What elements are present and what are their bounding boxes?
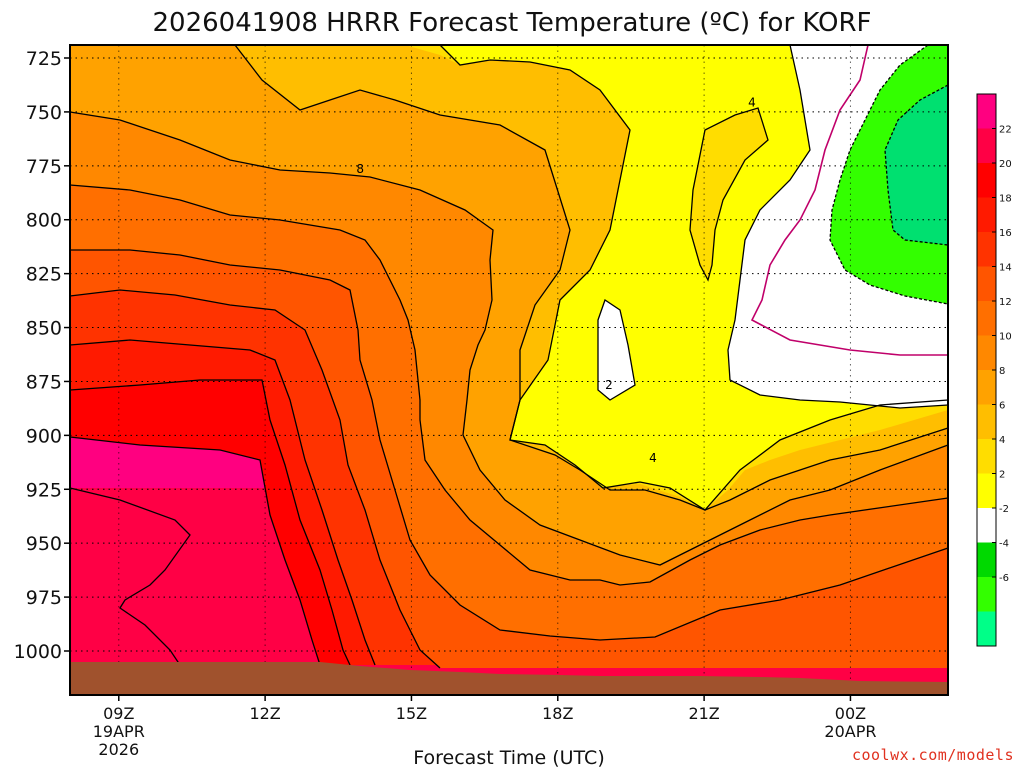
colorbar-swatch bbox=[977, 508, 996, 543]
x-tick-label: 12Z bbox=[249, 704, 280, 723]
colorbar-swatch bbox=[977, 370, 996, 405]
gridlines bbox=[70, 45, 948, 695]
x-tick-label: 19APR bbox=[93, 722, 145, 741]
x-tick-label: 00Z bbox=[835, 704, 866, 723]
plot-area: 8 4 2 4 bbox=[69, 44, 949, 696]
colorbar-swatch bbox=[977, 266, 996, 302]
contour-line-16 bbox=[69, 339, 376, 666]
y-tick-label: 825 bbox=[26, 264, 62, 286]
contour-line-2 bbox=[727, 44, 949, 409]
contour-label: 4 bbox=[649, 451, 657, 465]
y-tick-label: 875 bbox=[26, 371, 62, 393]
colorbar-swatch bbox=[977, 301, 996, 336]
contour-line-20 bbox=[69, 436, 321, 666]
y-tick-label: 750 bbox=[26, 102, 62, 124]
colorbar-label: -2 bbox=[999, 504, 1009, 515]
colorbar-swatch bbox=[977, 611, 996, 647]
x-axis-label: Forecast Time (UTC) bbox=[413, 747, 604, 768]
y-tick-label: 775 bbox=[26, 156, 62, 178]
colorbar-label: 20 bbox=[999, 159, 1012, 170]
contour-label: 8 bbox=[356, 162, 364, 176]
terrain-below-ground bbox=[70, 662, 948, 695]
colorbar-swatch bbox=[977, 335, 996, 371]
contour-line-minus-2 bbox=[829, 44, 949, 305]
site-credit: coolwx.com/models bbox=[851, 746, 1014, 764]
x-tick-label: 09Z bbox=[103, 704, 134, 723]
band-fill-cold-pocket-2 bbox=[598, 300, 635, 400]
x-tick-label: 18Z bbox=[542, 704, 573, 723]
colorbar-label: 8 bbox=[999, 366, 1005, 377]
y-axis: 725 750 775 800 825 850 875 900 925 950 975 1000 bbox=[14, 48, 70, 663]
colorbar-label: 10 bbox=[999, 332, 1012, 343]
contour-lines bbox=[69, 44, 949, 669]
band-fill-warm-pocket-4 bbox=[690, 108, 768, 280]
colorbar-swatch bbox=[977, 577, 996, 612]
y-tick-label: 725 bbox=[26, 48, 62, 70]
y-tick-label: 975 bbox=[26, 587, 62, 609]
colorbar-swatch bbox=[977, 473, 996, 509]
y-tick-label: 925 bbox=[26, 479, 62, 501]
contour-line-0 bbox=[750, 44, 948, 356]
colorbar-swatch bbox=[977, 232, 996, 267]
x-tick-label: 20APR bbox=[824, 722, 876, 741]
colorbar-label: 12 bbox=[999, 297, 1012, 308]
x-tick-label: 2026 bbox=[98, 740, 139, 759]
contour-line-22 bbox=[69, 487, 191, 666]
colorbar-label: 14 bbox=[999, 263, 1012, 274]
colorbar-swatch bbox=[977, 404, 996, 440]
contour-label: 4 bbox=[748, 95, 756, 109]
contour-line-10 bbox=[69, 184, 949, 586]
contour-label: 2 bbox=[605, 378, 613, 392]
x-tick-label: 15Z bbox=[396, 704, 427, 723]
colorbar-swatch bbox=[977, 128, 996, 164]
contour-line-4-pocket bbox=[689, 107, 769, 282]
contour-line-2-pocket bbox=[597, 298, 636, 401]
colorbar-label: 2 bbox=[999, 470, 1005, 481]
colorbar-label: 6 bbox=[999, 401, 1005, 412]
colorbar-swatch bbox=[977, 542, 996, 578]
colorbar-label: 4 bbox=[999, 435, 1005, 446]
colorbar-swatch bbox=[977, 94, 996, 129]
colorbar-swatch bbox=[977, 163, 996, 198]
y-tick-label: 850 bbox=[26, 318, 62, 340]
colorbar-label: -6 bbox=[999, 573, 1009, 584]
contour-labels: 8 4 2 4 bbox=[356, 95, 756, 465]
plot-frame bbox=[69, 44, 949, 696]
colorbar-label: 22 bbox=[999, 125, 1012, 136]
y-tick-label: 900 bbox=[26, 425, 62, 447]
contour-line-minus-4 bbox=[884, 84, 949, 246]
contour-line-8 bbox=[69, 111, 949, 566]
chart-title: 2026041908 HRRR Forecast Temperature (ºC… bbox=[152, 8, 871, 38]
contour-line-12 bbox=[70, 249, 949, 641]
contour-line-4 bbox=[439, 44, 949, 511]
colorbar-label: -4 bbox=[999, 539, 1009, 550]
y-tick-label: 950 bbox=[26, 533, 62, 555]
x-tick-label: 21Z bbox=[688, 704, 719, 723]
band-fill-below-minus-4 bbox=[885, 85, 948, 245]
colorbar-label: 16 bbox=[999, 228, 1012, 239]
y-tick-label: 800 bbox=[26, 210, 62, 232]
y-tick-label: 1000 bbox=[14, 641, 62, 663]
colorbar-swatch bbox=[977, 197, 996, 233]
contour-line-14 bbox=[69, 289, 441, 669]
colorbar: 22 20 18 16 14 12 10 8 6 4 2 -2 -4 -6 bbox=[976, 93, 1012, 647]
colorbar-swatch bbox=[977, 439, 996, 474]
colorbar-label: 18 bbox=[999, 194, 1012, 205]
